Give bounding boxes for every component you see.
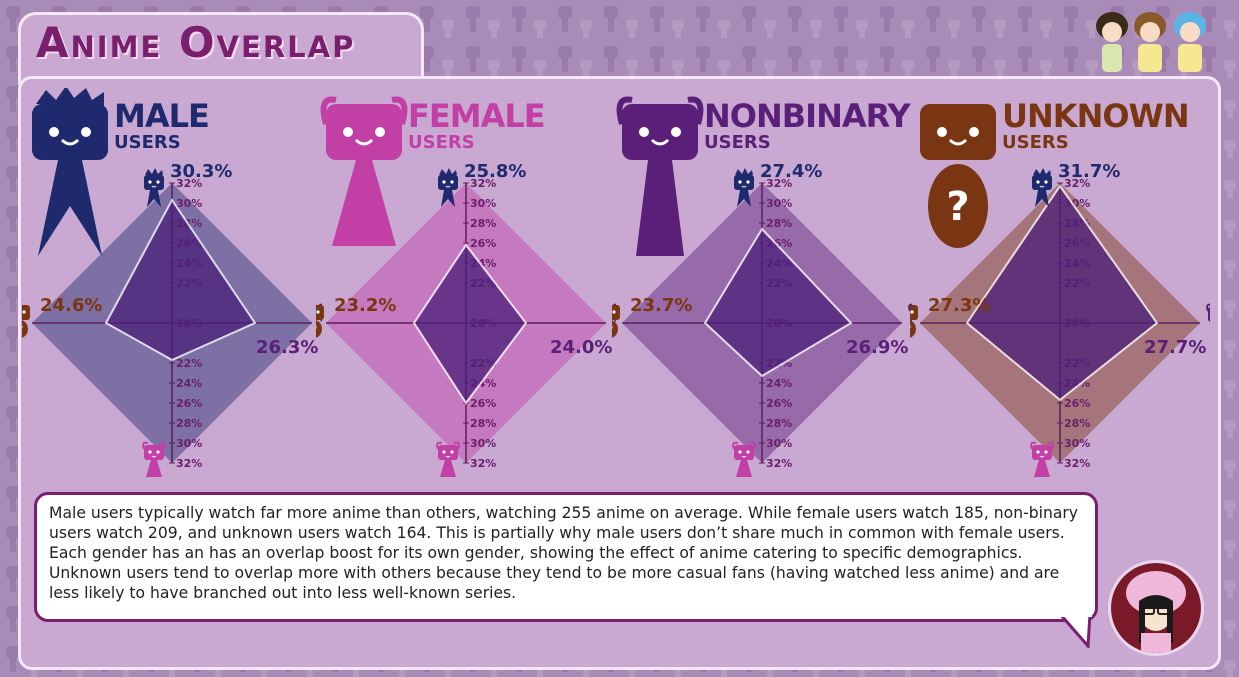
radar-chart-svg: 32%30%28%26%24%22%20%22%24%26%28%30%32%?…: [316, 96, 616, 478]
tick-label: 30%: [470, 437, 496, 450]
value-label-unknown: 23.2%: [334, 295, 396, 316]
tick-label: 26%: [1064, 397, 1090, 410]
chart-subheading: USERS: [704, 132, 771, 153]
value-label-male: 27.4%: [760, 161, 822, 182]
tick-label: 30%: [470, 197, 496, 210]
tick-label: 32%: [766, 177, 792, 190]
value-label-nonbinary: 27.7%: [1144, 337, 1206, 358]
chart-subheading: USERS: [1002, 132, 1069, 153]
value-label-nonbinary: 26.9%: [846, 337, 908, 358]
tick-label: 26%: [766, 397, 792, 410]
tick-label: 28%: [470, 417, 496, 430]
question-mark-icon: ?: [946, 184, 969, 230]
nonbinary-mascot-icon: [1206, 303, 1210, 322]
tick-label: 28%: [766, 217, 792, 230]
male-mascot-icon: [734, 168, 754, 207]
chart-subheading: USERS: [408, 132, 475, 153]
tick-label: 30%: [1064, 437, 1090, 450]
question-mark-icon: ?: [910, 323, 911, 336]
female-mascot-icon: [732, 441, 756, 477]
unknown-mascot-icon: ?: [316, 305, 324, 338]
value-label-female: 23.3%: [760, 475, 822, 478]
tick-label: 30%: [176, 437, 202, 450]
male-header-mascot: [32, 88, 108, 256]
chart-heading: FEMALE: [408, 97, 546, 135]
radar-chart-svg: 32%30%28%26%24%22%20%22%24%26%28%30%32%?…: [22, 88, 322, 478]
question-mark-icon: ?: [22, 323, 23, 336]
value-label-unknown: 23.7%: [630, 295, 692, 316]
value-label-male: 31.7%: [1058, 161, 1120, 182]
tick-label: 28%: [176, 417, 202, 430]
female-mascot-icon: [1030, 441, 1054, 477]
chart-male: 32%30%28%26%24%22%20%22%24%26%28%30%32%?…: [22, 88, 322, 478]
anime-characters-art: [1096, 12, 1206, 72]
value-label-unknown: 24.6%: [40, 295, 102, 316]
value-label-male: 25.8%: [464, 161, 526, 182]
chart-subheading: USERS: [114, 132, 181, 153]
chart-heading: NONBINARY: [704, 97, 911, 135]
tick-label: 26%: [176, 397, 202, 410]
commentary-text: Male users typically watch far more anim…: [49, 504, 1079, 602]
tick-label: 28%: [470, 217, 496, 230]
commentary-bubble: Male users typically watch far more anim…: [34, 492, 1098, 622]
tick-label: 32%: [176, 177, 202, 190]
radar-chart-svg: ?32%30%28%26%24%22%20%22%24%26%28%30%32%…: [910, 104, 1210, 478]
male-mascot-icon: [438, 168, 458, 207]
tick-label: 32%: [470, 457, 496, 470]
radar-data-area: [104, 198, 257, 362]
author-avatar: [1108, 560, 1204, 656]
unknown-header-mascot: ?: [920, 104, 996, 248]
tick-label: 32%: [1064, 457, 1090, 470]
value-label-nonbinary: 26.3%: [256, 337, 318, 358]
chart-unknown: ?32%30%28%26%24%22%20%22%24%26%28%30%32%…: [910, 88, 1210, 478]
page-title: Anime Overlap: [36, 18, 356, 67]
unknown-mascot-icon: ?: [612, 305, 620, 338]
unknown-mascot-icon: ?: [910, 305, 918, 338]
tick-label: 32%: [1064, 177, 1090, 190]
value-label-female: 21.7%: [170, 475, 232, 478]
radar-data-area: [412, 243, 528, 405]
tick-label: 24%: [766, 377, 792, 390]
question-mark-icon: ?: [316, 323, 317, 336]
value-label-nonbinary: 24.0%: [550, 337, 612, 358]
tick-label: 32%: [470, 177, 496, 190]
tick-label: 30%: [176, 197, 202, 210]
radar-data-area: [965, 184, 1159, 402]
speech-tail: [1058, 612, 1092, 648]
chart-heading: UNKNOWN: [1002, 97, 1190, 135]
unknown-mascot-icon: ?: [22, 305, 30, 338]
radar-chart-svg: 32%30%28%26%24%22%20%22%24%26%28%30%32%?…: [612, 96, 912, 478]
tick-label: 26%: [470, 397, 496, 410]
chart-heading: MALE: [114, 97, 210, 135]
tick-label: 28%: [1064, 417, 1090, 430]
chart-female: 32%30%28%26%24%22%20%22%24%26%28%30%32%?…: [316, 88, 616, 478]
radar-data-area: [703, 227, 853, 378]
female-header-mascot: [320, 96, 408, 246]
tick-label: 30%: [766, 197, 792, 210]
tick-label: 30%: [766, 437, 792, 450]
value-label-unknown: 27.3%: [928, 295, 990, 316]
male-mascot-icon: [144, 168, 164, 207]
female-mascot-icon: [436, 441, 460, 477]
tick-label: 28%: [766, 417, 792, 430]
value-label-female: 26.0%: [464, 475, 526, 478]
tick-label: 32%: [766, 457, 792, 470]
male-mascot-icon: [1032, 168, 1052, 207]
tick-label: 24%: [176, 377, 202, 390]
title-tab: [18, 12, 424, 85]
tick-label: 22%: [176, 357, 202, 370]
nonbinary-header-mascot: [616, 96, 704, 256]
female-mascot-icon: [142, 441, 166, 477]
tick-label: 26%: [470, 237, 496, 250]
value-label-female: 25.7%: [1058, 475, 1120, 478]
chart-nonbinary: 32%30%28%26%24%22%20%22%24%26%28%30%32%?…: [612, 88, 912, 478]
question-mark-icon: ?: [612, 323, 613, 336]
tick-label: 32%: [176, 457, 202, 470]
value-label-male: 30.3%: [170, 161, 232, 182]
